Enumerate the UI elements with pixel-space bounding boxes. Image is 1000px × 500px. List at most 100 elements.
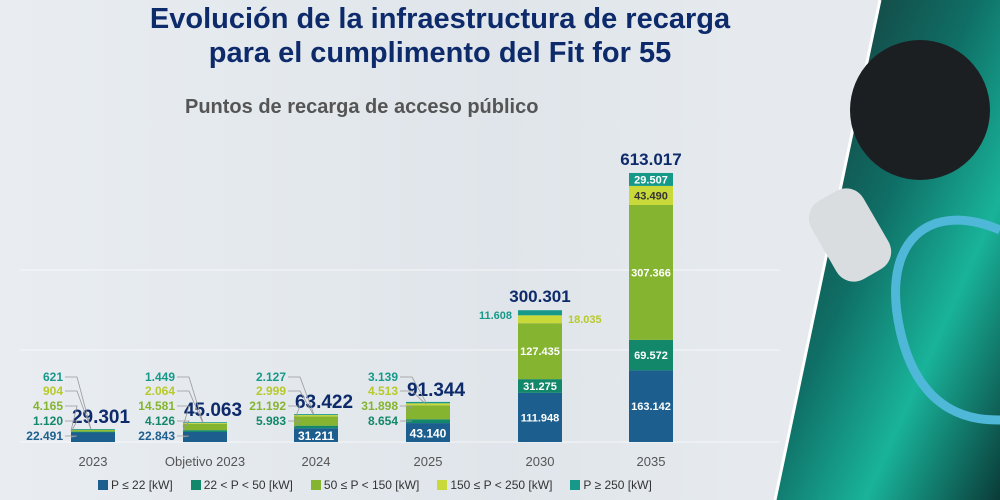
data-label: 111.948 bbox=[521, 412, 560, 424]
bar-segment-3 bbox=[629, 185, 673, 206]
bar-segment-1 bbox=[183, 430, 227, 432]
data-label: 621 bbox=[43, 370, 63, 384]
data-label: 2.999 bbox=[256, 384, 286, 398]
legend-swatch bbox=[98, 480, 108, 490]
bar-segment-2 bbox=[629, 205, 673, 340]
data-label: 14.581 bbox=[138, 399, 175, 413]
x-tick-label: 2025 bbox=[414, 454, 443, 469]
leader-line bbox=[65, 405, 78, 431]
data-label: 2.064 bbox=[145, 384, 175, 398]
data-label: 22.491 bbox=[26, 429, 63, 443]
leader-line bbox=[65, 420, 78, 433]
bar-segment-2 bbox=[71, 429, 115, 432]
leader-line bbox=[65, 435, 78, 438]
legend-label: 50 ≤ P < 150 [kW] bbox=[323, 478, 420, 492]
bar-segment-3 bbox=[294, 415, 338, 417]
data-label: 69.572 bbox=[634, 350, 668, 362]
legend-item: 22 < P < 50 [kW] bbox=[190, 478, 293, 492]
bar-segment-1 bbox=[406, 419, 450, 424]
data-label: 307.366 bbox=[631, 267, 671, 279]
leader-line bbox=[288, 405, 301, 422]
bar-total-label: 29.301 bbox=[72, 407, 131, 428]
legend: P ≤ 22 [kW] 22 < P < 50 [kW] 50 ≤ P < 150 … bbox=[98, 478, 652, 492]
bar-segment-1 bbox=[294, 425, 338, 429]
legend-swatch bbox=[190, 480, 201, 490]
leader-line bbox=[288, 390, 315, 416]
data-label: 2.127 bbox=[256, 370, 286, 384]
chart-subtitle: Puntos de recarga de acceso público bbox=[185, 96, 539, 118]
bar-segment-4 bbox=[183, 422, 227, 424]
legend-swatch bbox=[437, 480, 448, 490]
bar-segment-0 bbox=[183, 431, 227, 442]
data-label: 4.126 bbox=[145, 414, 175, 428]
leader-line bbox=[65, 376, 92, 430]
data-label: 31.275 bbox=[523, 381, 557, 393]
leader-line bbox=[400, 376, 427, 403]
bar-segment-4 bbox=[629, 172, 673, 186]
bar-segment-3 bbox=[183, 422, 227, 424]
title-line-1: Evolución de la infraestructura de recar… bbox=[149, 3, 731, 35]
bar-total-label: 91.344 bbox=[407, 380, 466, 401]
leader-line bbox=[65, 390, 92, 430]
data-label: 31.898 bbox=[361, 399, 398, 413]
bar-segment-1 bbox=[629, 339, 673, 371]
data-label: 4.165 bbox=[33, 399, 63, 413]
leader-line bbox=[177, 390, 204, 424]
data-label: 904 bbox=[43, 384, 63, 398]
x-tick-label: Objetivo 2023 bbox=[165, 454, 245, 469]
x-tick-label: 2035 bbox=[637, 454, 666, 469]
data-label: 31.211 bbox=[298, 429, 334, 443]
legend-label: P ≥ 250 [kW] bbox=[583, 478, 652, 492]
title-line-2: para el cumplimento del Fit for 55 bbox=[208, 37, 672, 69]
bar-segment-1 bbox=[518, 379, 562, 393]
data-label: 163.142 bbox=[631, 401, 671, 413]
legend-item: 150 ≤ P < 250 [kW] bbox=[437, 478, 552, 492]
bar-segment-1 bbox=[71, 431, 115, 433]
bar-segment-0 bbox=[406, 423, 450, 442]
bar-total-label: 613.017 bbox=[620, 150, 681, 169]
data-label: 43.490 bbox=[634, 190, 668, 202]
data-label: 29.507 bbox=[634, 174, 668, 186]
bar-total-label: 63.422 bbox=[295, 392, 353, 413]
data-label: 11.608 bbox=[479, 310, 512, 322]
leader-line bbox=[177, 376, 204, 423]
data-label: 21.192 bbox=[249, 399, 286, 413]
bar-total-label: 45.063 bbox=[184, 400, 242, 421]
bar-segment-3 bbox=[406, 403, 450, 406]
leader-line bbox=[177, 435, 190, 438]
x-tick-label: 2023 bbox=[79, 454, 108, 469]
bar-segment-3 bbox=[518, 315, 562, 324]
bar-segment-0 bbox=[71, 432, 115, 442]
leader-line bbox=[288, 420, 301, 428]
leader-line bbox=[177, 405, 190, 428]
legend-label: 150 ≤ P < 250 [kW] bbox=[450, 478, 553, 492]
bar-segment-2 bbox=[518, 323, 562, 380]
data-label: 22.843 bbox=[138, 429, 175, 443]
legend-item: P ≤ 22 [kW] bbox=[98, 478, 173, 492]
leader-line bbox=[400, 405, 413, 413]
bar-segment-4 bbox=[294, 414, 338, 416]
bar-segment-4 bbox=[518, 310, 562, 316]
bar-segment-0 bbox=[518, 392, 562, 442]
data-label: 43.140 bbox=[410, 427, 447, 441]
legend-item: 50 ≤ P < 150 [kW] bbox=[310, 478, 420, 492]
data-label: 1.449 bbox=[145, 370, 175, 384]
leader-line bbox=[177, 420, 190, 432]
x-tick-label: 2024 bbox=[302, 454, 331, 469]
leader-line bbox=[400, 390, 427, 405]
bar-total-label: 300.301 bbox=[509, 287, 570, 306]
data-label: 5.983 bbox=[256, 414, 286, 428]
legend-swatch bbox=[310, 480, 321, 490]
data-label: 8.654 bbox=[368, 414, 398, 428]
data-label: 4.513 bbox=[368, 384, 398, 398]
data-label: 3.139 bbox=[368, 370, 398, 384]
legend-swatch bbox=[570, 480, 581, 490]
bar-segment-2 bbox=[183, 423, 227, 431]
legend-label: 22 < P < 50 [kW] bbox=[203, 478, 293, 492]
bar-segment-0 bbox=[294, 428, 338, 442]
data-label: 127.435 bbox=[520, 346, 560, 358]
x-tick-label: 2030 bbox=[526, 454, 555, 469]
leader-line bbox=[288, 376, 315, 415]
